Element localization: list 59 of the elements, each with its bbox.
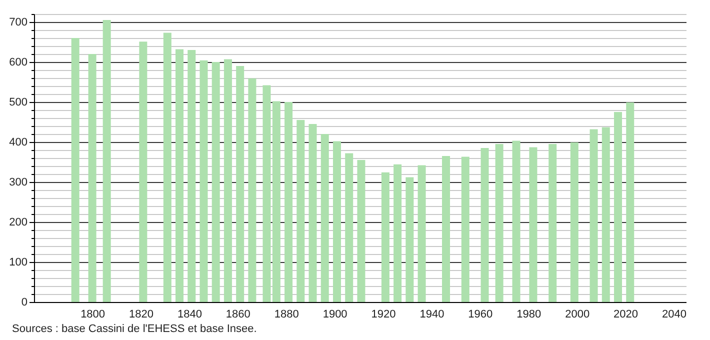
bar (548, 144, 557, 302)
bar (406, 177, 414, 302)
bar (357, 160, 366, 302)
x-tick-label: 1880 (274, 308, 299, 320)
x-tick-label: 2040 (662, 308, 686, 320)
bar (236, 66, 244, 302)
bar (224, 59, 232, 302)
x-tick-label: 1980 (516, 308, 542, 320)
bar (71, 38, 80, 302)
bar (381, 172, 390, 302)
bar (296, 120, 305, 302)
bar (570, 142, 578, 302)
y-tick-label: 700 (9, 16, 28, 28)
bar (88, 54, 96, 302)
bar (495, 144, 504, 302)
bar (272, 101, 280, 302)
bar (614, 112, 622, 302)
y-tick-label: 400 (9, 136, 28, 148)
x-tick-label: 2020 (614, 308, 638, 320)
x-tick-label: 1960 (468, 308, 493, 320)
x-tick-label: 1920 (371, 308, 396, 320)
source-note: Sources : base Cassini de l'EHESS et base Insee. (12, 323, 257, 335)
bar (332, 141, 341, 302)
y-tick-label: 100 (9, 256, 28, 268)
bar (480, 148, 489, 302)
x-tick-label: 1840 (177, 308, 202, 320)
bar (345, 153, 354, 302)
bar (308, 124, 317, 302)
y-tick-label: 0 (21, 296, 28, 308)
bar (418, 165, 426, 302)
bar (590, 129, 598, 302)
y-tick-label: 500 (9, 96, 28, 108)
bar (529, 147, 538, 302)
bar (176, 49, 184, 302)
bar (320, 134, 329, 302)
bar (188, 50, 196, 302)
bar (461, 156, 470, 302)
y-tick-label: 200 (9, 216, 28, 228)
x-tick-label: 1800 (80, 308, 106, 320)
bar (139, 42, 148, 302)
y-tick-label: 300 (9, 176, 28, 188)
x-tick-label: 1860 (226, 308, 250, 320)
x-tick-label: 1820 (129, 308, 154, 320)
bar (248, 78, 256, 302)
bar (602, 127, 610, 302)
bar (284, 102, 293, 302)
bar (200, 60, 208, 302)
x-tick-label: 1900 (322, 308, 348, 320)
bar (212, 62, 220, 302)
bar (442, 156, 450, 302)
bar (394, 164, 402, 302)
x-tick-label: 2000 (565, 308, 590, 320)
y-tick-label: 600 (9, 56, 28, 68)
bar (102, 20, 111, 302)
x-tick-label: 1940 (420, 308, 444, 320)
bar (626, 102, 634, 302)
bar (512, 140, 520, 302)
bar (262, 85, 271, 302)
bar (163, 32, 172, 302)
